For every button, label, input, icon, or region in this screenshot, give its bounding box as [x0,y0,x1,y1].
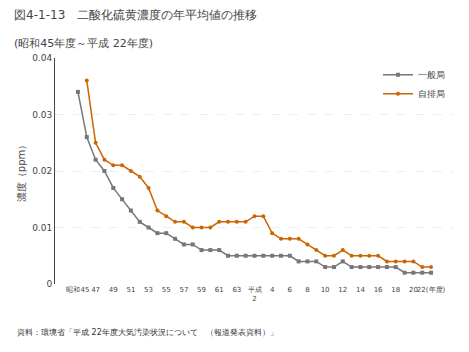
svg-text:63: 63 [232,286,241,294]
svg-text:20: 20 [409,286,418,294]
svg-text:49: 49 [109,286,118,294]
svg-text:0.03: 0.03 [32,110,52,120]
svg-text:53: 53 [144,286,153,294]
svg-text:平成2: 平成2 [248,286,262,303]
svg-text:47: 47 [91,286,100,294]
svg-text:59: 59 [197,286,206,294]
svg-text:図4-1-13 二酸化硫黄濃度の年平均値の推移: 図4-1-13 二酸化硫黄濃度の年平均値の推移 [14,8,257,22]
svg-text:55: 55 [162,286,171,294]
svg-text:昭和45: 昭和45 [66,286,89,294]
svg-text:(昭和45年度～平成 22年度): (昭和45年度～平成 22年度) [14,37,153,50]
svg-text:0.02: 0.02 [32,166,52,176]
svg-text:濃度（ppm）: 濃度（ppm） [16,140,27,202]
svg-text:61: 61 [215,286,224,294]
svg-text:4: 4 [270,286,275,294]
svg-text:0.01: 0.01 [32,223,52,233]
svg-text:22(年度): 22(年度) [417,286,446,294]
svg-text:0: 0 [46,279,52,289]
svg-text:0.04: 0.04 [32,53,52,63]
svg-text:一般局: 一般局 [418,70,445,80]
svg-text:資料：環境省「平成 22年度大気汚染状況について （報道発表: 資料：環境省「平成 22年度大気汚染状況について （報道発表資料）」 [17,328,278,337]
svg-text:57: 57 [179,286,188,294]
svg-text:8: 8 [305,286,309,294]
svg-text:16: 16 [374,286,383,294]
svg-text:10: 10 [321,286,330,294]
svg-text:18: 18 [391,286,400,294]
svg-text:14: 14 [356,286,365,294]
svg-text:12: 12 [338,286,347,294]
svg-text:6: 6 [288,286,293,294]
svg-text:自排局: 自排局 [418,89,445,99]
svg-text:51: 51 [126,286,135,294]
